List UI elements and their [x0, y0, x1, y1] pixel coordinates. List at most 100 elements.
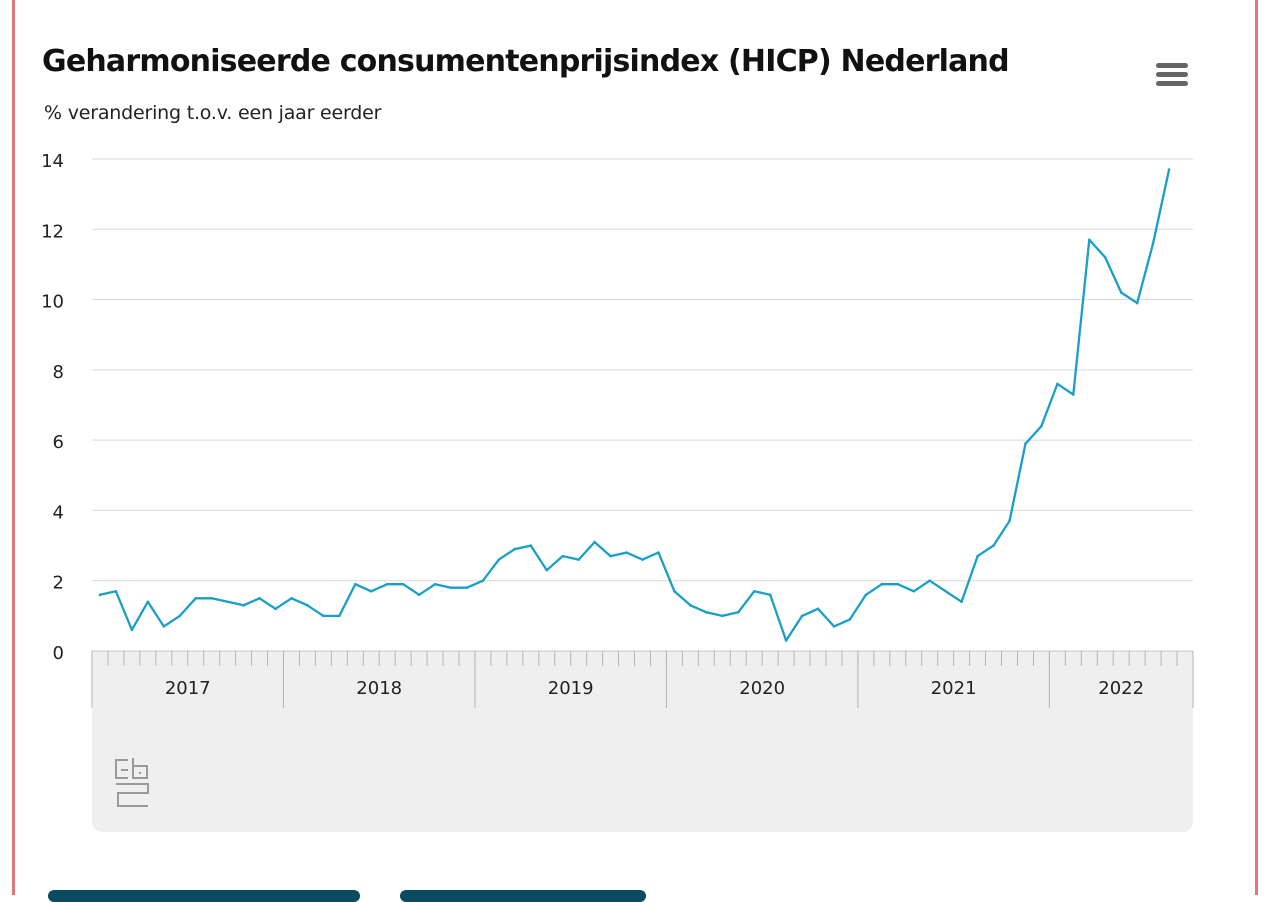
data-point: [1119, 291, 1123, 294]
chart-subtitle: % verandering t.o.v. een jaar eerder: [44, 102, 382, 124]
data-point: [752, 589, 756, 593]
data-point: [401, 582, 405, 586]
y-tick-label: 10: [41, 292, 64, 313]
data-point: [1167, 168, 1171, 171]
x-year-label: 2020: [739, 678, 785, 699]
y-tick-label: 2: [53, 573, 64, 594]
data-point: [481, 579, 485, 583]
data-point: [146, 600, 150, 604]
chart-title: Geharmoniseerde consumentenprijsindex (H…: [42, 44, 1010, 79]
data-point: [641, 558, 644, 561]
data-point: [673, 589, 676, 593]
data-point: [369, 589, 373, 593]
data-point: [816, 607, 820, 611]
data-point: [960, 600, 963, 604]
data-point: [976, 554, 979, 558]
y-tick-label: 4: [53, 502, 64, 523]
data-point: [609, 554, 612, 558]
data-point: [98, 593, 102, 597]
data-point: [465, 586, 469, 590]
data-point: [864, 593, 868, 597]
bottom-button-1[interactable]: [48, 890, 360, 902]
y-tick-label: 6: [53, 432, 64, 453]
data-point: [784, 639, 788, 642]
x-year-label: 2017: [165, 678, 211, 699]
data-point: [417, 593, 421, 597]
data-point: [130, 628, 134, 632]
data-point: [242, 604, 245, 607]
data-point: [433, 582, 437, 586]
data-point: [258, 596, 261, 600]
data-point: [1151, 242, 1155, 245]
data-point: [992, 544, 995, 547]
data-point: [720, 614, 724, 618]
data-point: [561, 554, 565, 558]
y-tick-label: 0: [53, 643, 64, 664]
bottom-button-2[interactable]: [400, 890, 646, 902]
y-tick-label: 14: [41, 151, 64, 172]
data-point: [513, 547, 517, 551]
data-point: [353, 582, 357, 586]
frame-right-border: [1255, 0, 1258, 895]
data-point: [689, 604, 692, 607]
data-point: [625, 551, 628, 554]
y-tick-label: 8: [53, 362, 64, 383]
data-point: [928, 579, 932, 583]
data-point: [800, 614, 804, 618]
data-point: [194, 596, 198, 600]
y-tick-label: 12: [41, 221, 64, 242]
data-point: [385, 582, 389, 586]
cbs-logo-stroke: [116, 783, 149, 807]
data-point: [1008, 519, 1011, 523]
data-point: [593, 540, 596, 544]
series-line: [98, 168, 1171, 642]
data-point: [1024, 442, 1027, 445]
frame-left-border: [12, 0, 15, 895]
cbs-logo-stroke: [121, 769, 141, 774]
data-point: [338, 614, 341, 618]
data-point: [768, 593, 772, 597]
x-year-label: 2019: [548, 678, 594, 699]
menu-bar: [1156, 63, 1188, 68]
data-point: [896, 582, 900, 586]
data-point: [322, 614, 325, 618]
x-axis-band-top: [92, 651, 1193, 671]
x-axis-band: [92, 651, 1193, 832]
data-point: [657, 551, 660, 554]
menu-bar: [1156, 81, 1188, 86]
data-point: [705, 611, 708, 614]
x-year-label: 2021: [931, 678, 977, 699]
data-point: [880, 582, 884, 586]
data-point: [1056, 382, 1059, 386]
data-point: [545, 568, 549, 572]
data-point: [162, 625, 166, 628]
data-point: [114, 589, 118, 593]
data-point: [306, 604, 309, 607]
data-point: [848, 618, 852, 621]
menu-bar: [1156, 72, 1188, 77]
data-point: [178, 614, 182, 618]
data-point: [529, 544, 533, 547]
x-year-label: 2022: [1098, 678, 1144, 699]
data-point: [1087, 238, 1091, 242]
data-point: [226, 600, 229, 604]
data-point: [1040, 424, 1043, 428]
cbs-logo-stroke: [132, 758, 148, 779]
data-point: [274, 607, 277, 611]
data-point: [577, 558, 580, 561]
data-point: [497, 558, 501, 561]
data-point: [736, 611, 740, 614]
cbs-logo-stroke: [115, 759, 128, 779]
cbs-logo-icon: [115, 758, 149, 807]
data-point: [1072, 393, 1075, 396]
data-point: [944, 589, 947, 593]
data-point: [290, 596, 293, 600]
x-year-label: 2018: [356, 678, 402, 699]
hamburger-menu-icon[interactable]: [1154, 61, 1190, 91]
data-point: [210, 596, 213, 600]
data-point: [912, 589, 916, 593]
data-point: [832, 625, 836, 628]
data-point: [1135, 301, 1139, 305]
data-point: [449, 586, 453, 590]
